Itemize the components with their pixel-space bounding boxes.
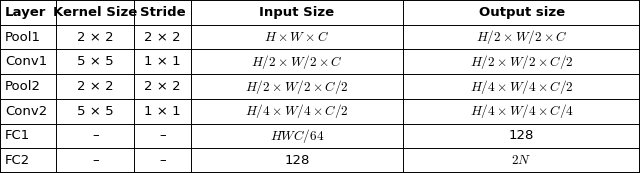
- Text: 1 × 1: 1 × 1: [144, 105, 181, 118]
- Text: $H/2 \times W/2 \times C$: $H/2 \times W/2 \times C$: [251, 53, 343, 71]
- Text: $2N$: $2N$: [511, 154, 532, 167]
- Text: 128: 128: [284, 154, 310, 167]
- Text: $HWC/64$: $HWC/64$: [270, 127, 324, 145]
- Text: $H/4 \times W/4 \times C/4$: $H/4 \times W/4 \times C/4$: [470, 102, 573, 120]
- Text: 2 × 2: 2 × 2: [144, 80, 181, 93]
- Text: –: –: [159, 129, 166, 142]
- Text: –: –: [92, 129, 99, 142]
- Text: Input Size: Input Size: [259, 6, 335, 19]
- Text: 128: 128: [509, 129, 534, 142]
- Text: 1 × 1: 1 × 1: [144, 55, 181, 68]
- Text: Conv1: Conv1: [5, 55, 47, 68]
- Text: $H/4 \times W/4 \times C/2$: $H/4 \times W/4 \times C/2$: [470, 78, 573, 95]
- Text: 5 × 5: 5 × 5: [77, 55, 114, 68]
- Text: Conv2: Conv2: [5, 105, 47, 118]
- Text: FC2: FC2: [5, 154, 30, 167]
- Text: $H \times W \times C$: $H \times W \times C$: [264, 30, 330, 44]
- Text: Pool2: Pool2: [5, 80, 41, 93]
- Text: FC1: FC1: [5, 129, 30, 142]
- Text: 2 × 2: 2 × 2: [144, 31, 181, 44]
- Text: –: –: [92, 154, 99, 167]
- Text: 5 × 5: 5 × 5: [77, 105, 114, 118]
- Text: Output size: Output size: [479, 6, 564, 19]
- Text: Pool1: Pool1: [5, 31, 41, 44]
- Text: $H/2 \times W/2 \times C/2$: $H/2 \times W/2 \times C/2$: [245, 78, 349, 95]
- Text: –: –: [159, 154, 166, 167]
- Text: $H/2 \times W/2 \times C$: $H/2 \times W/2 \times C$: [476, 28, 568, 46]
- Text: Stride: Stride: [140, 6, 186, 19]
- Text: 2 × 2: 2 × 2: [77, 31, 114, 44]
- Text: 2 × 2: 2 × 2: [77, 80, 114, 93]
- Text: Layer: Layer: [5, 6, 47, 19]
- Text: $H/4 \times W/4 \times C/2$: $H/4 \times W/4 \times C/2$: [245, 102, 349, 120]
- Text: Kernel Size: Kernel Size: [53, 6, 138, 19]
- Text: $H/2 \times W/2 \times C/2$: $H/2 \times W/2 \times C/2$: [470, 53, 573, 71]
